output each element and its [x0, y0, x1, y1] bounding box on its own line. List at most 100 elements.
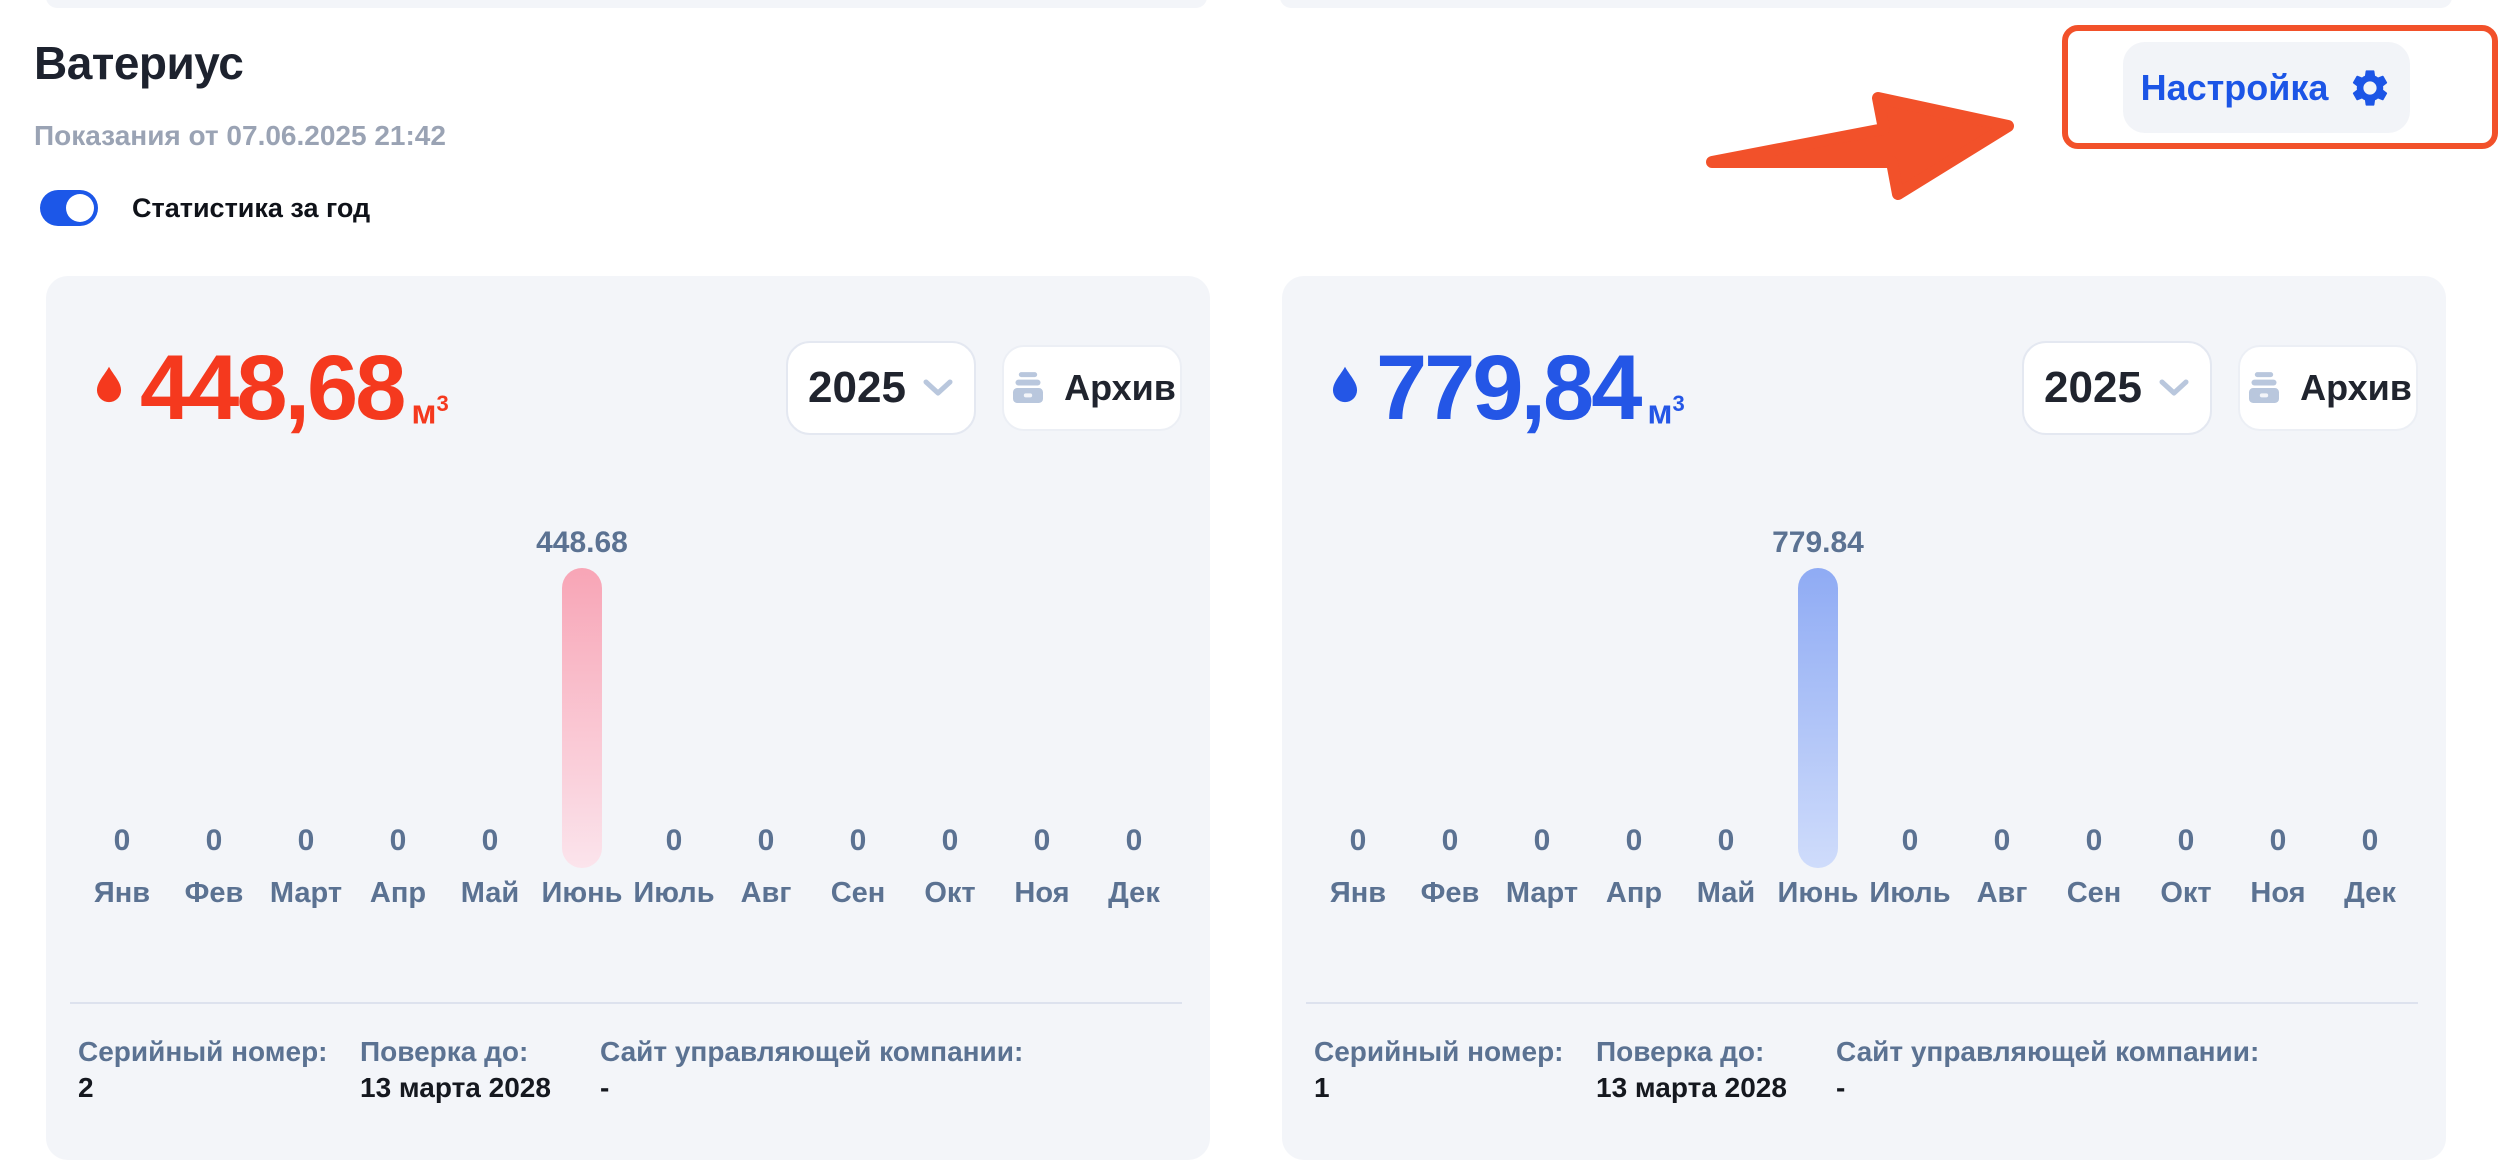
month-label: Янв: [93, 877, 151, 909]
zero-value-label: 0: [2361, 824, 2379, 857]
page-title: Ватериус: [34, 37, 244, 89]
chart-column-Март: 0 Март: [1496, 524, 1588, 910]
zero-value-label: 0: [1441, 824, 1459, 857]
archive-button[interactable]: Архив: [2238, 345, 2418, 431]
meter-controls: 2025 Архив: [786, 341, 1182, 435]
annotation-arrow-icon: [1706, 92, 2014, 200]
zero-value-label: 0: [757, 824, 775, 857]
statistics-toggle[interactable]: [40, 190, 98, 226]
year-select-value: 2025: [2044, 363, 2142, 412]
zero-value-label: 0: [481, 824, 499, 857]
zero-value-label: 0: [1901, 824, 1919, 857]
month-label: Дек: [2344, 877, 2396, 909]
meter-controls: 2025 Архив: [2022, 341, 2418, 435]
chart-column-Июнь: 448.68 Июнь: [536, 524, 628, 910]
cold-water-meter-card: 779,84 м3 2025 Архив 0 Янв 0 Фев 0 Март 0 Апр 0 М…: [1282, 276, 2446, 1160]
toggle-knob: [66, 194, 94, 222]
year-select-value: 2025: [808, 363, 906, 412]
month-label: Авг: [1976, 877, 2028, 909]
month-label: Ноя: [1014, 877, 1070, 909]
zero-value-label: 0: [1717, 824, 1735, 857]
chart-column-Март: 0 Март: [260, 524, 352, 910]
chart-column-Фев: 0 Фев: [1404, 524, 1496, 910]
month-label: Окт: [924, 877, 976, 909]
settings-button-label: Настройка: [2140, 66, 2329, 108]
month-label: Фев: [184, 877, 244, 909]
chart-column-Сен: 0 Сен: [2048, 524, 2140, 910]
hot-water-meter-card: 448,68 м3 2025 Архив 0 Янв 0 Фев 0 Март 0 Апр 0 М…: [46, 276, 1210, 1160]
serial-number-field: Серийный номер: 1: [1314, 1036, 1564, 1104]
chart-column-Ноя: 0 Ноя: [996, 524, 1088, 910]
management-company-site-field: Сайт управляющей компании: -: [600, 1036, 1024, 1104]
month-label: Май: [1696, 877, 1756, 909]
chart-column-Июнь: 779.84 Июнь: [1772, 524, 1864, 910]
chart-column-Апр: 0 Апр: [352, 524, 444, 910]
archive-button[interactable]: Архив: [1002, 345, 1182, 431]
zero-value-label: 0: [2269, 824, 2287, 857]
year-statistics-toggle-row: Статистика за год: [40, 190, 370, 226]
bar-value-label: 448.68: [536, 526, 628, 559]
chevron-down-icon: [923, 379, 953, 396]
meter-value-row: 779,84 м3 2025 Архив: [1282, 340, 2446, 436]
zero-value-label: 0: [205, 824, 223, 857]
archive-icon: [2249, 372, 2280, 403]
month-label: Сен: [830, 877, 886, 909]
chart-column-Янв: 0 Янв: [1312, 524, 1404, 910]
chart-column-Дек: 0 Дек: [1088, 524, 1180, 910]
month-label: Фев: [1420, 877, 1480, 909]
year-select[interactable]: 2025: [2022, 341, 2212, 435]
meter-unit: м3: [411, 390, 449, 431]
zero-value-label: 0: [1125, 824, 1143, 857]
zero-value-label: 0: [389, 824, 407, 857]
toggle-label: Статистика за год: [132, 192, 371, 223]
chevron-down-icon: [2159, 379, 2189, 396]
meter-value: 779,84: [1376, 337, 1642, 439]
month-label: Март: [1505, 877, 1579, 909]
card-divider: [1306, 1002, 2418, 1004]
top-cutoff-card-left: [46, 0, 1207, 8]
settings-button[interactable]: Настройка: [2123, 42, 2410, 133]
archive-button-label: Архив: [2300, 367, 2412, 408]
zero-value-label: 0: [113, 824, 131, 857]
zero-value-label: 0: [1033, 824, 1051, 857]
zero-value-label: 0: [665, 824, 683, 857]
readings-timestamp: Показания от 07.06.2025 21:42: [34, 120, 446, 151]
month-label: Окт: [2160, 877, 2212, 909]
month-label: Янв: [1329, 877, 1387, 909]
chart-column-Сен: 0 Сен: [812, 524, 904, 910]
chart-column-Ноя: 0 Ноя: [2232, 524, 2324, 910]
month-label: Авг: [740, 877, 792, 909]
month-label: Июнь: [1777, 877, 1859, 909]
zero-value-label: 0: [849, 824, 867, 857]
consumption-bar: [562, 568, 602, 868]
month-label: Июль: [633, 877, 715, 909]
meter-info-row: Серийный номер: 1 Поверка до: 13 марта 2…: [1282, 1004, 2446, 1107]
zero-value-label: 0: [941, 824, 959, 857]
meter-value: 448,68: [140, 337, 406, 439]
chart-column-Фев: 0 Фев: [168, 524, 260, 910]
meter-info-row: Серийный номер: 2 Поверка до: 13 марта 2…: [46, 1004, 1210, 1107]
month-label: Дек: [1108, 877, 1160, 909]
verification-date-field: Поверка до: 13 марта 2028: [1596, 1036, 1787, 1104]
archive-button-label: Архив: [1064, 367, 1176, 408]
month-label: Июнь: [541, 877, 623, 909]
top-cutoff-card-right: [1280, 0, 2452, 8]
water-drop-icon: [92, 364, 126, 412]
zero-value-label: 0: [1533, 824, 1551, 857]
gear-icon: [2353, 69, 2388, 106]
year-select[interactable]: 2025: [786, 341, 976, 435]
chart-column-Дек: 0 Дек: [2324, 524, 2416, 910]
consumption-bar: [1798, 568, 1838, 868]
chart-column-Авг: 0 Авг: [1956, 524, 2048, 910]
chart-column-Апр: 0 Апр: [1588, 524, 1680, 910]
chart-column-Авг: 0 Авг: [720, 524, 812, 910]
month-label: Апр: [369, 877, 427, 909]
chart-column-Окт: 0 Окт: [2140, 524, 2232, 910]
zero-value-label: 0: [1625, 824, 1643, 857]
verification-date-field: Поверка до: 13 марта 2028: [360, 1036, 551, 1104]
zero-value-label: 0: [2177, 824, 2195, 857]
chart-column-Июль: 0 Июль: [1864, 524, 1956, 910]
water-drop-icon: [1328, 364, 1362, 412]
card-divider: [70, 1002, 1182, 1004]
meter-unit: м3: [1647, 390, 1685, 431]
